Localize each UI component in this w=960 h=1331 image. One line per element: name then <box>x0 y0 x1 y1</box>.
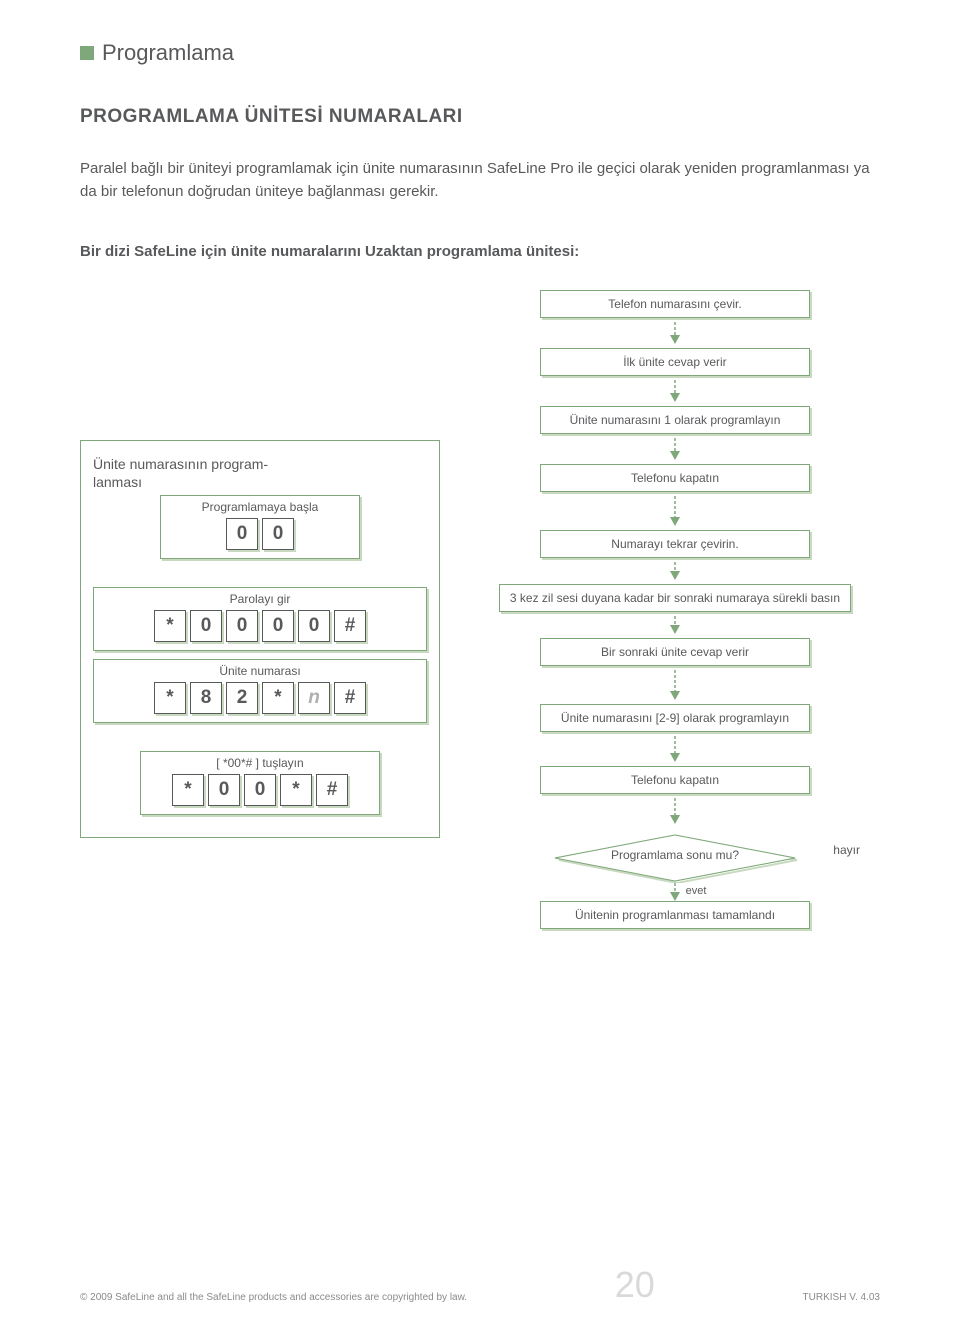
procedure-title-l2: lanması <box>93 474 142 490</box>
version-text: TURKISH V. 4.03 <box>803 1292 880 1303</box>
key-star: * <box>262 682 294 714</box>
label-no: hayır <box>833 843 860 857</box>
copyright-text: © 2009 SafeLine and all the SafeLine pro… <box>80 1292 467 1303</box>
key-sequence-box: [ *00*# ] tuşlayın * 0 0 * # <box>140 751 380 815</box>
step-redial: Numarayı tekrar çevirin. <box>540 530 810 558</box>
arrow-down-icon <box>665 322 685 344</box>
page-title: PROGRAMLAMA ÜNİTESİ NUMARALARI <box>80 106 880 128</box>
intro-paragraph: Paralel bağlı bir üniteyi programlamak i… <box>80 158 880 203</box>
label-yes: evet <box>686 885 707 897</box>
decision-end: Programlama sonu mu? <box>535 833 815 883</box>
arrow-down-icon <box>665 380 685 402</box>
step-first-unit-answers: İlk ünite cevap verir <box>540 348 810 376</box>
key-sequence-label: [ *00*# ] tuşlayın <box>147 756 373 770</box>
page-footer: © 2009 SafeLine and all the SafeLine pro… <box>80 1267 880 1303</box>
procedure-title-l1: Ünite numarasının program- <box>93 456 268 472</box>
start-programming-box: Programlamaya başla 0 0 <box>160 495 360 559</box>
key-0: 0 <box>244 774 276 806</box>
programming-procedure-box: Ünite numarasının program- lanması Progr… <box>80 440 440 838</box>
arrow-down-icon: evet <box>644 883 707 897</box>
decision-text: Programlama sonu mu? <box>535 848 815 862</box>
procedure-title: Ünite numarasının program- lanması <box>93 455 427 491</box>
password-label: Parolayı gir <box>100 592 420 606</box>
arrow-down-icon <box>665 798 685 824</box>
step-next-unit-answers: Bir sonraki ünite cevap verir <box>540 638 810 666</box>
section-header: Programlama <box>80 40 880 66</box>
unit-number-label: Ünite numarası <box>100 664 420 678</box>
arrow-down-icon <box>665 736 685 762</box>
page-number: 20 <box>615 1267 655 1303</box>
step-press-next: 3 kez zil sesi duyana kadar bir sonraki … <box>499 584 851 612</box>
key-0: 0 <box>226 518 258 550</box>
key-8: 8 <box>190 682 222 714</box>
key-star: * <box>154 682 186 714</box>
start-label: Programlamaya başla <box>167 500 353 514</box>
key-star: * <box>154 610 186 642</box>
key-0: 0 <box>262 610 294 642</box>
step-program-unit-1: Ünite numarasını 1 olarak programlayın <box>540 406 810 434</box>
key-0: 0 <box>208 774 240 806</box>
arrow-down-icon <box>665 562 685 580</box>
step-dial-number: Telefon numarasını çevir. <box>540 290 810 318</box>
key-star: * <box>172 774 204 806</box>
password-box: Parolayı gir * 0 0 0 0 # <box>93 587 427 651</box>
arrow-down-icon <box>665 438 685 460</box>
key-n: n <box>298 682 330 714</box>
step-program-unit-2-9: Ünite numarasını [2-9] olarak programlay… <box>540 704 810 732</box>
subtitle: Bir dizi SafeLine için ünite numaraların… <box>80 243 880 260</box>
key-hash: # <box>334 610 366 642</box>
unit-number-box: Ünite numarası * 8 2 * n # <box>93 659 427 723</box>
key-hash: # <box>316 774 348 806</box>
key-0: 0 <box>262 518 294 550</box>
step-complete: Ünitenin programlanması tamamlandı <box>540 901 810 929</box>
flow-diagram: Ünite numarasının program- lanması Progr… <box>80 290 880 929</box>
key-2: 2 <box>226 682 258 714</box>
arrow-down-icon <box>665 670 685 700</box>
key-hash: # <box>334 682 366 714</box>
arrow-down-icon <box>665 616 685 634</box>
section-label: Programlama <box>102 40 234 66</box>
step-hang-up-1: Telefonu kapatın <box>540 464 810 492</box>
step-hang-up-2: Telefonu kapatın <box>540 766 810 794</box>
arrow-down-icon <box>665 496 685 526</box>
key-0: 0 <box>298 610 330 642</box>
header-square-icon <box>80 46 94 60</box>
key-0: 0 <box>226 610 258 642</box>
key-star: * <box>280 774 312 806</box>
key-0: 0 <box>190 610 222 642</box>
